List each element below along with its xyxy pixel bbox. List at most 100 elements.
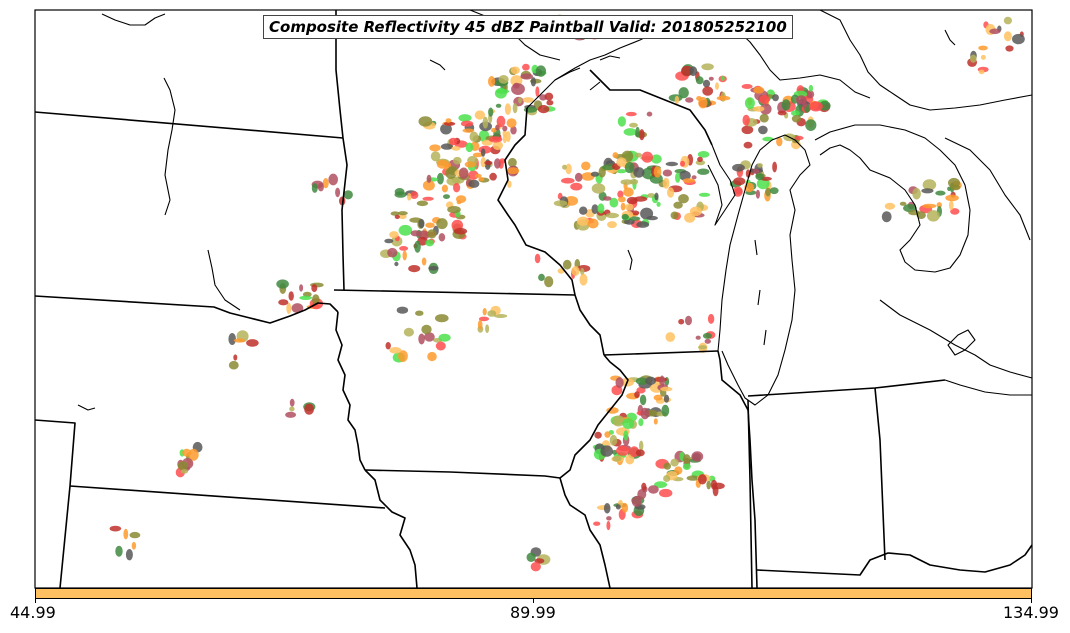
island-superior-3: [944, 29, 956, 46]
reflectivity-blob: [520, 73, 533, 80]
reflectivity-blob: [622, 418, 635, 429]
boundary-ky-tn: [756, 544, 1033, 576]
reflectivity-blob: [791, 115, 802, 123]
island-lake-mi-2: [757, 289, 761, 306]
reflectivity-blob: [299, 284, 304, 292]
reflectivity-blob: [510, 125, 517, 135]
reflectivity-blob: [698, 97, 708, 109]
reflectivity-blob: [674, 466, 683, 475]
reflectivity-blob: [228, 333, 236, 345]
reflectivity-blob: [335, 187, 341, 198]
reflectivity-blob: [606, 520, 611, 531]
reflectivity-blob: [616, 445, 630, 456]
reflectivity-blob: [759, 113, 769, 123]
reflectivity-blob: [673, 201, 683, 209]
reflectivity-blob: [427, 351, 437, 362]
reflectivity-blob: [291, 303, 304, 314]
reflectivity-blob: [648, 485, 659, 494]
reflectivity-blob: [697, 156, 703, 162]
reflectivity-blob: [440, 123, 452, 135]
reflectivity-blob: [682, 463, 691, 470]
reflectivity-blob: [641, 482, 647, 492]
reflectivity-blob: [125, 549, 133, 561]
reflectivity-blob: [458, 167, 469, 179]
reflectivity-blob: [180, 469, 189, 474]
boundary-co-ks: [59, 485, 71, 589]
boundary-oh-wv: [874, 387, 886, 561]
reflectivity-blob: [605, 212, 619, 219]
reflectivity-blob: [535, 65, 547, 77]
reflectivity-blob: [716, 95, 731, 101]
reflectivity-blob: [921, 188, 934, 194]
reflectivity-blob: [935, 190, 946, 196]
reflectivity-blob: [978, 45, 988, 51]
reflectivity-blob: [424, 332, 435, 342]
reflectivity-blob: [970, 54, 977, 63]
boundary-ia-mo: [364, 469, 561, 479]
reflectivity-blob: [769, 187, 779, 195]
reflectivity-blob: [591, 183, 606, 194]
reflectivity-blob: [755, 173, 764, 181]
reflectivity-blob: [472, 152, 484, 158]
reflectivity-blob: [678, 87, 689, 99]
reflectivity-blob: [482, 308, 487, 316]
reflectivity-blob: [426, 174, 432, 183]
ontario-shore: [819, 9, 1033, 111]
reflectivity-blob: [665, 332, 676, 342]
reflectivity-blob: [421, 324, 432, 335]
reflectivity-blob: [418, 116, 433, 127]
reflectivity-blob: [385, 342, 391, 350]
reflectivity-blob: [805, 119, 817, 131]
reflectivity-blob: [640, 407, 650, 420]
boundary-co-ne: [34, 419, 76, 487]
reflectivity-blob: [233, 338, 245, 343]
reflectivity-blob: [912, 187, 921, 200]
reflectivity-blob: [697, 151, 710, 158]
boundary-wi-mi-up: [589, 69, 713, 146]
reflectivity-blob: [656, 201, 661, 207]
reflectivity-blob: [653, 394, 663, 401]
reflectivity-blob: [759, 95, 770, 104]
reflectivity-blob: [474, 173, 482, 178]
reflectivity-blob: [506, 118, 517, 128]
reflectivity-blob: [755, 189, 761, 199]
reflectivity-blob: [384, 238, 394, 244]
reflectivity-blob: [604, 431, 611, 438]
reflectivity-blob: [443, 121, 456, 126]
reflectivity-blob: [612, 449, 618, 455]
reflectivity-blob: [322, 178, 329, 189]
reflectivity-blob: [311, 183, 318, 193]
reflectivity-blob: [628, 216, 641, 221]
reflectivity-blob: [427, 229, 437, 239]
reflectivity-blob: [646, 111, 653, 117]
boundary-nd-sd: [34, 111, 344, 139]
reflectivity-blob: [685, 97, 694, 103]
reflectivity-blob: [612, 455, 622, 462]
reflectivity-blob: [757, 163, 763, 168]
boundary-ks-mo: [364, 469, 418, 589]
reflectivity-blob: [469, 131, 479, 142]
reflectivity-blob: [522, 63, 530, 71]
reflectivity-blob: [499, 158, 506, 164]
reflectivity-blob: [634, 152, 643, 158]
reflectivity-blob: [484, 160, 493, 165]
reflectivity-blob: [634, 391, 640, 399]
reflectivity-blob: [418, 333, 425, 345]
reflectivity-paintballs: [109, 14, 1025, 572]
reflectivity-blob: [639, 129, 645, 141]
reflectivity-blob: [581, 161, 591, 171]
reflectivity-blob: [654, 481, 668, 488]
reflectivity-blob: [689, 66, 698, 77]
isle-royale: [554, 67, 581, 81]
reflectivity-blob: [422, 196, 434, 201]
reflectivity-blob: [1003, 16, 1013, 25]
reflectivity-blob: [398, 224, 413, 236]
reflectivity-blob: [408, 265, 421, 273]
reflectivity-blob: [639, 440, 644, 451]
reflectivity-blob: [438, 333, 451, 342]
reflectivity-blob: [602, 164, 616, 171]
reflectivity-blob: [481, 139, 493, 146]
reflectivity-blob: [447, 206, 461, 214]
reflectivity-blob: [389, 231, 399, 239]
reflectivity-blob: [579, 206, 588, 215]
